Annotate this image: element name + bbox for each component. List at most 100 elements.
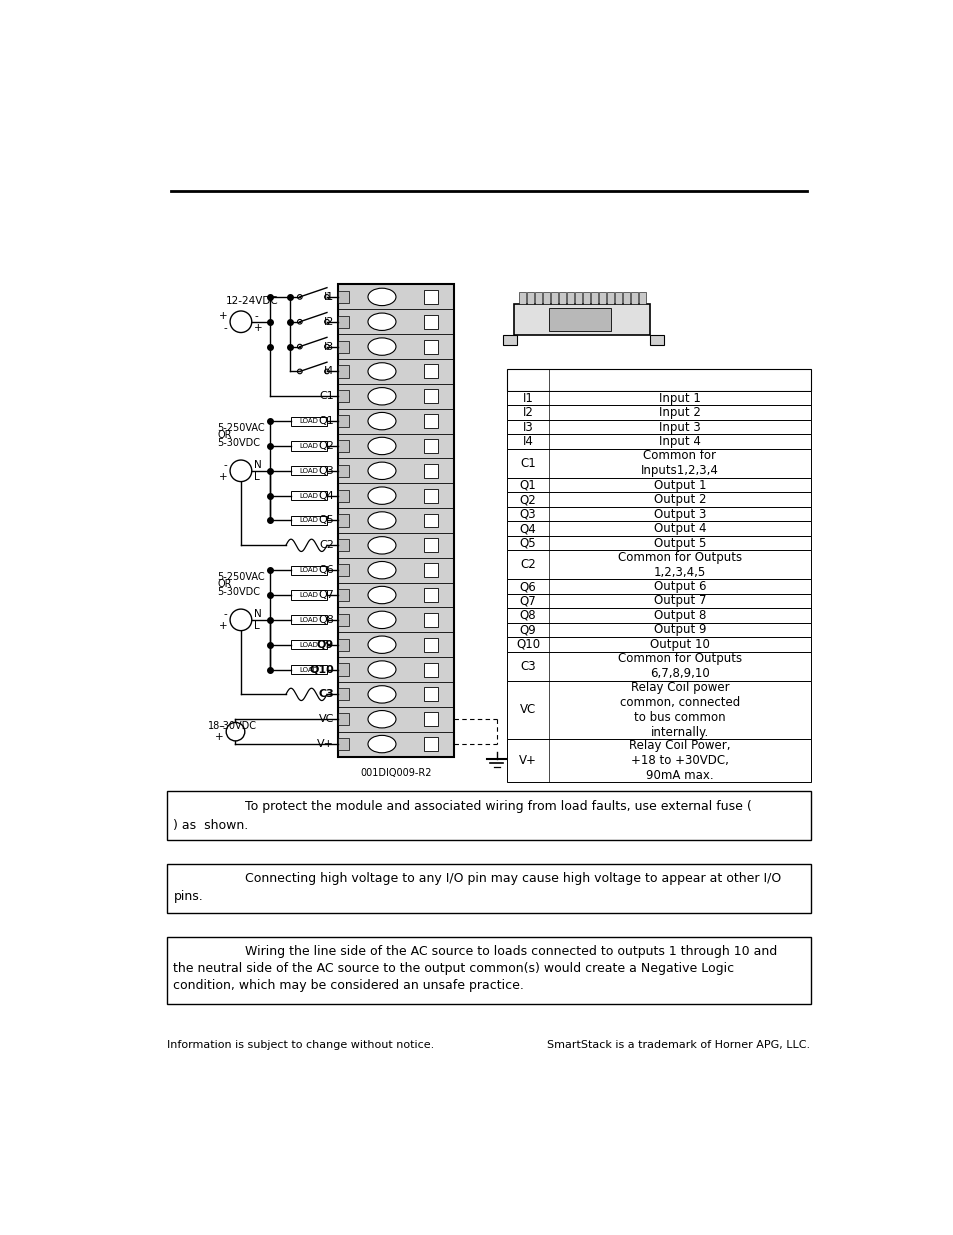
FancyBboxPatch shape: [423, 340, 437, 353]
FancyBboxPatch shape: [506, 551, 810, 579]
Text: I1: I1: [522, 391, 533, 405]
FancyBboxPatch shape: [614, 293, 621, 304]
Circle shape: [324, 345, 329, 350]
FancyBboxPatch shape: [630, 293, 638, 304]
Text: I4: I4: [522, 435, 533, 448]
FancyBboxPatch shape: [423, 514, 437, 527]
FancyBboxPatch shape: [291, 492, 327, 500]
Text: Q6: Q6: [318, 566, 334, 576]
Text: N: N: [253, 459, 261, 469]
Ellipse shape: [368, 288, 395, 305]
FancyBboxPatch shape: [506, 637, 810, 652]
Circle shape: [324, 369, 329, 374]
Ellipse shape: [368, 487, 395, 504]
Text: Input 1: Input 1: [659, 391, 700, 405]
Text: V+: V+: [316, 739, 334, 750]
Text: I1: I1: [323, 291, 334, 301]
Text: Common for
Inputs1,2,3,4: Common for Inputs1,2,3,4: [640, 450, 719, 478]
Ellipse shape: [368, 312, 395, 331]
Text: 5-250VAC: 5-250VAC: [217, 422, 265, 432]
Text: Q8: Q8: [317, 615, 334, 625]
Text: Output 5: Output 5: [653, 536, 705, 550]
Text: VC: VC: [318, 714, 334, 724]
Text: LOAD: LOAD: [299, 517, 318, 524]
FancyBboxPatch shape: [291, 615, 327, 625]
Text: +: +: [219, 621, 228, 631]
Text: Q5: Q5: [318, 515, 334, 526]
Ellipse shape: [368, 412, 395, 430]
FancyBboxPatch shape: [506, 435, 810, 448]
FancyBboxPatch shape: [506, 369, 810, 391]
FancyBboxPatch shape: [167, 937, 810, 1004]
FancyBboxPatch shape: [606, 293, 613, 304]
Ellipse shape: [368, 388, 395, 405]
Text: I3: I3: [522, 421, 533, 433]
FancyBboxPatch shape: [590, 293, 598, 304]
Text: 001DIQ009-R2: 001DIQ009-R2: [360, 768, 431, 778]
Text: Q8: Q8: [519, 609, 536, 622]
Text: Q2: Q2: [317, 441, 334, 451]
FancyBboxPatch shape: [423, 438, 437, 453]
Text: N: N: [253, 609, 261, 619]
FancyBboxPatch shape: [506, 448, 810, 478]
Circle shape: [230, 311, 252, 332]
FancyBboxPatch shape: [506, 594, 810, 608]
Circle shape: [324, 295, 329, 299]
FancyBboxPatch shape: [337, 489, 349, 501]
Text: Q5: Q5: [519, 536, 536, 550]
FancyBboxPatch shape: [526, 293, 534, 304]
Text: the neutral side of the AC source to the output common(s) would create a Negativ: the neutral side of the AC source to the…: [173, 962, 734, 974]
Text: +: +: [215, 732, 224, 742]
FancyBboxPatch shape: [423, 588, 437, 601]
Text: +: +: [219, 472, 228, 482]
FancyBboxPatch shape: [337, 341, 349, 353]
FancyBboxPatch shape: [423, 290, 437, 304]
FancyBboxPatch shape: [337, 284, 454, 757]
Text: 5-30VDC: 5-30VDC: [217, 438, 260, 448]
Ellipse shape: [368, 611, 395, 629]
Text: Common for Outputs
1,2,3,4,5: Common for Outputs 1,2,3,4,5: [618, 551, 741, 579]
Text: C1: C1: [519, 457, 536, 469]
Text: Q10: Q10: [516, 638, 539, 651]
Text: I2: I2: [522, 406, 533, 419]
FancyBboxPatch shape: [423, 563, 437, 577]
Text: Output 10: Output 10: [649, 638, 709, 651]
Text: ) as  shown.: ) as shown.: [173, 819, 249, 832]
FancyBboxPatch shape: [423, 688, 437, 701]
FancyBboxPatch shape: [337, 390, 349, 403]
FancyBboxPatch shape: [518, 293, 525, 304]
Text: 18-30VDC: 18-30VDC: [208, 721, 257, 731]
FancyBboxPatch shape: [291, 664, 327, 674]
Text: SmartStack is a trademark of Horner APG, LLC.: SmartStack is a trademark of Horner APG,…: [547, 1040, 810, 1050]
FancyBboxPatch shape: [423, 489, 437, 503]
Text: Output 9: Output 9: [653, 624, 705, 636]
FancyBboxPatch shape: [291, 441, 327, 451]
Text: Output 2: Output 2: [653, 493, 705, 506]
Text: Output 6: Output 6: [653, 580, 705, 593]
Text: Q10: Q10: [309, 664, 334, 674]
FancyBboxPatch shape: [337, 366, 349, 378]
FancyBboxPatch shape: [337, 316, 349, 327]
FancyBboxPatch shape: [549, 308, 611, 331]
Text: Relay Coil Power,
+18 to +30VDC,
90mA max.: Relay Coil Power, +18 to +30VDC, 90mA ma…: [629, 739, 730, 782]
Text: LOAD: LOAD: [299, 493, 318, 499]
Text: C2: C2: [318, 541, 334, 551]
Circle shape: [297, 320, 302, 324]
Text: 5-30VDC: 5-30VDC: [217, 587, 260, 598]
FancyBboxPatch shape: [598, 293, 605, 304]
Text: LOAD: LOAD: [299, 667, 318, 673]
Text: I4: I4: [323, 367, 334, 377]
FancyBboxPatch shape: [337, 415, 349, 427]
Text: -: -: [224, 322, 228, 333]
FancyBboxPatch shape: [506, 739, 810, 782]
Text: Common for Outputs
6,7,8,9,10: Common for Outputs 6,7,8,9,10: [618, 652, 741, 680]
Text: Q9: Q9: [519, 624, 536, 636]
FancyBboxPatch shape: [649, 336, 663, 345]
FancyBboxPatch shape: [337, 739, 349, 750]
FancyBboxPatch shape: [506, 478, 810, 493]
Text: LOAD: LOAD: [299, 443, 318, 450]
FancyBboxPatch shape: [574, 293, 581, 304]
Text: C1: C1: [319, 391, 334, 401]
Text: Information is subject to change without notice.: Information is subject to change without…: [167, 1040, 435, 1050]
Circle shape: [297, 369, 302, 374]
